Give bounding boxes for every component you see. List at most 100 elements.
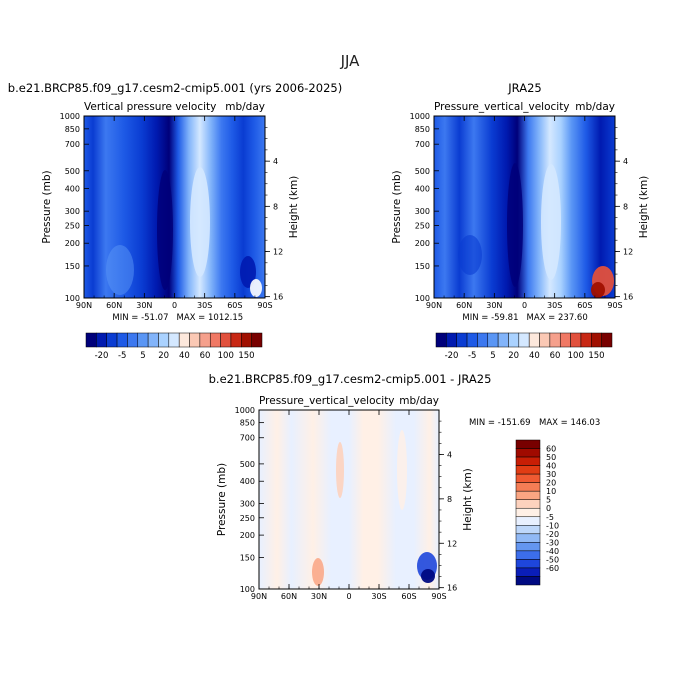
panel-left: b.e21.BRCP85.f09_g17.cesm2-cmip5.001 (yr… — [8, 81, 342, 361]
field-background — [259, 410, 439, 589]
colorbar-box — [515, 499, 541, 509]
field-feature — [397, 430, 407, 510]
h-tick-label: 16 — [273, 293, 283, 302]
p-tick-label: 150 — [240, 553, 255, 562]
field-feature — [507, 163, 523, 287]
p-tick-label: 850 — [415, 125, 430, 134]
min-label: MIN = -59.81 — [462, 313, 518, 323]
colorbar-box — [601, 332, 613, 348]
x-tick-label: 30S — [371, 592, 386, 601]
colorbar-label: 60 — [550, 351, 561, 361]
p-tick-label: 250 — [415, 222, 430, 231]
p-tick-label: 150 — [415, 262, 430, 271]
h-tick-label: 12 — [273, 247, 283, 256]
p-tick-label: 1000 — [410, 112, 430, 121]
field-feature — [250, 279, 262, 297]
x-tick-label: 30S — [197, 301, 212, 310]
colorbar-label: -20 — [95, 351, 109, 361]
field-feature — [541, 164, 561, 280]
colorbar-box — [466, 332, 478, 348]
colorbar-label: 150 — [238, 351, 254, 361]
colorbar-box — [515, 516, 541, 526]
y-axis-label-right: Height (km) — [288, 176, 300, 239]
x-tick-label: 0 — [172, 301, 177, 310]
panel-case-title: b.e21.BRCP85.f09_g17.cesm2-cmip5.001 (yr… — [8, 81, 342, 95]
colorbar-box — [435, 332, 447, 348]
x-tick-label: 90N — [251, 592, 267, 601]
colorbar-box — [559, 332, 571, 348]
colorbar-label: -5 — [118, 351, 126, 361]
colorbar-label: -40 — [546, 547, 559, 556]
p-tick-label: 300 — [240, 500, 255, 509]
p-tick-label: 850 — [65, 125, 80, 134]
max-label: MAX = 237.60 — [527, 313, 588, 323]
panel-variable: Vertical pressure velocity — [84, 101, 216, 113]
x-tick-label: 30N — [136, 301, 152, 310]
p-tick-label: 200 — [65, 239, 80, 248]
h-tick-label: 4 — [623, 157, 628, 166]
colorbar-label: 40 — [546, 462, 556, 471]
colorbar-box — [580, 332, 592, 348]
colorbar-label: -50 — [546, 555, 559, 564]
colorbar-box — [116, 332, 128, 348]
colorbar-box — [241, 332, 252, 348]
colorbar-box — [456, 332, 468, 348]
min-label: MIN = -151.69 — [469, 418, 531, 428]
x-tick-label: 60N — [106, 301, 122, 310]
h-tick-label: 12 — [447, 539, 457, 548]
x-tick-label: 90N — [76, 301, 92, 310]
colorbar-box — [515, 465, 541, 475]
p-tick-label: 100 — [65, 294, 80, 303]
p-tick-label: 400 — [65, 184, 80, 193]
p-tick-label: 700 — [65, 140, 80, 149]
colorbar-box — [106, 332, 118, 348]
max-label: MAX = 146.03 — [539, 418, 600, 428]
field-feature — [421, 569, 435, 583]
colorbar-box — [549, 332, 561, 348]
x-tick-label: 90S — [257, 301, 272, 310]
colorbar-label: 5 — [490, 351, 495, 361]
colorbar-label: 10 — [546, 487, 556, 496]
colorbar-box — [85, 332, 97, 348]
colorbar-box — [137, 332, 149, 348]
field-feature — [336, 442, 344, 498]
colorbar-box — [515, 533, 541, 543]
panel-variable: Pressure_vertical_velocity — [434, 101, 570, 113]
colorbar-box — [515, 439, 541, 449]
y-axis-label-left: Pressure (mb) — [216, 463, 228, 536]
x-tick-label: 90S — [607, 301, 622, 310]
colorbar-label: -10 — [546, 521, 559, 530]
colorbar-label: -5 — [546, 513, 554, 522]
colorbar-label: -20 — [445, 351, 459, 361]
colorbar-box — [515, 576, 541, 586]
colorbar-label: 30 — [546, 470, 556, 479]
colorbar-label: -30 — [546, 538, 559, 547]
h-tick-label: 16 — [623, 293, 633, 302]
p-tick-label: 150 — [65, 262, 80, 271]
y-axis-label-right: Height (km) — [462, 468, 474, 531]
p-tick-label: 400 — [240, 477, 255, 486]
colorbar-label: 150 — [588, 351, 604, 361]
colorbar-box — [251, 332, 263, 348]
colorbar-box — [147, 332, 159, 348]
colorbar-box — [591, 332, 602, 348]
colorbar-box — [446, 332, 457, 348]
p-tick-label: 1000 — [235, 406, 255, 415]
p-tick-label: 1000 — [60, 112, 80, 121]
colorbar-label: 20 — [546, 479, 556, 488]
x-tick-label: 30N — [311, 592, 327, 601]
min-label: MIN = -51.07 — [112, 313, 168, 323]
colorbar-label: 100 — [218, 351, 234, 361]
field-feature — [157, 170, 173, 290]
p-tick-label: 850 — [240, 419, 255, 428]
h-tick-label: 12 — [623, 247, 633, 256]
panel-diff: b.e21.BRCP85.f09_g17.cesm2-cmip5.001 - J… — [209, 372, 601, 601]
colorbar-box — [487, 332, 499, 348]
max-label: MAX = 1012.15 — [177, 313, 244, 323]
colorbar-label: 60 — [200, 351, 211, 361]
colorbar-box — [515, 559, 541, 569]
p-tick-label: 250 — [65, 222, 80, 231]
x-tick-label: 30N — [486, 301, 502, 310]
y-axis-label-left: Pressure (mb) — [391, 170, 403, 243]
